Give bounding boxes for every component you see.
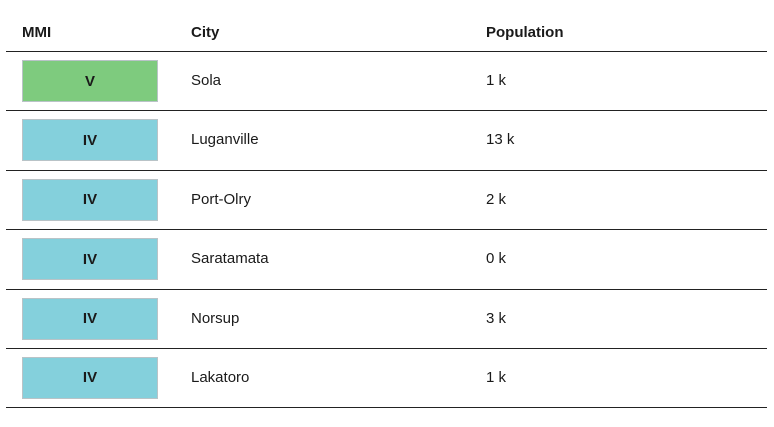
population-value: 3 k bbox=[486, 309, 507, 327]
column-header-population: Population bbox=[486, 24, 564, 41]
table-row: IV Lakatoro 1 k bbox=[6, 349, 767, 409]
city-name: Norsup bbox=[191, 309, 240, 327]
population-value: 1 k bbox=[486, 72, 507, 89]
city-name: Lakatoro bbox=[191, 368, 250, 386]
table-row: IV Port-Olry 2 k bbox=[6, 171, 767, 231]
mmi-badge: IV bbox=[22, 178, 158, 221]
table-row: IV Saratamata 0 k bbox=[6, 230, 767, 290]
mmi-badge: IV bbox=[22, 297, 158, 340]
population-value: 0 k bbox=[486, 250, 507, 268]
column-header-mmi: MMI bbox=[22, 24, 52, 41]
table-header: MMI City Population bbox=[6, 0, 767, 52]
city-name: Saratamata bbox=[191, 250, 269, 268]
population-value: 1 k bbox=[486, 368, 507, 386]
city-name: Luganville bbox=[191, 131, 259, 149]
table-row: V Sola 1 k bbox=[6, 52, 767, 112]
column-header-city: City bbox=[191, 24, 220, 41]
city-intensity-table: MMI City Population V Sola 1 k IV Luganv… bbox=[6, 0, 767, 409]
mmi-badge: IV bbox=[22, 238, 158, 281]
table-row: IV Norsup 3 k bbox=[6, 290, 767, 349]
mmi-badge: IV bbox=[22, 356, 158, 399]
city-name: Sola bbox=[191, 72, 222, 89]
mmi-badge: V bbox=[22, 60, 158, 102]
mmi-badge: IV bbox=[22, 119, 158, 162]
table-row: IV Luganville 13 k bbox=[6, 111, 767, 171]
population-value: 13 k bbox=[486, 131, 515, 149]
city-name: Port-Olry bbox=[191, 190, 251, 208]
population-value: 2 k bbox=[486, 190, 507, 208]
